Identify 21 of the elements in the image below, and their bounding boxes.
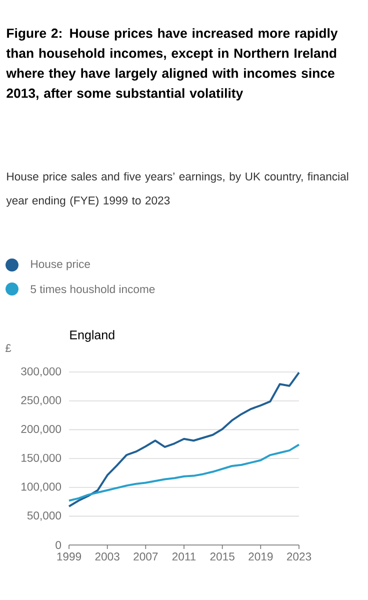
x-tick-label: 1999 <box>57 552 82 561</box>
y-axis-title: £ <box>6 344 12 352</box>
x-tick-label: 2003 <box>95 552 120 561</box>
x-tick-label: 2015 <box>210 552 234 561</box>
x-tick-label: 2023 <box>286 552 312 561</box>
legend-label: House price <box>31 260 90 270</box>
y-tick-label: 250,000 <box>21 396 62 406</box>
x-tick-label: 2007 <box>134 552 158 561</box>
y-tick-label: 150,000 <box>21 454 62 464</box>
y-tick-label: 50,000 <box>27 512 62 521</box>
x-tick-label: 2011 <box>172 552 196 561</box>
y-tick-label: 0 <box>56 541 62 550</box>
y-tick-label: 100,000 <box>21 482 62 492</box>
line-series <box>68 372 300 508</box>
chart-subtitle: House price sales and five years’ earnings, by UK country, financial year ending (FYE) 1999 to 2023 <box>6 172 348 207</box>
chart-title: Figure 2: House prices have increased more rapidly than household incomes, except in Northern Ireland where they have largely aligned with incomes since 2013, after some substantial volatility <box>6 28 338 100</box>
y-tick-label: 200,000 <box>21 425 62 434</box>
legend-label: 5 times houshold income <box>30 284 155 294</box>
x-tick-label: 2019 <box>248 552 273 561</box>
text: England <box>70 330 114 342</box>
y-tick-label: 300,000 <box>21 367 62 377</box>
